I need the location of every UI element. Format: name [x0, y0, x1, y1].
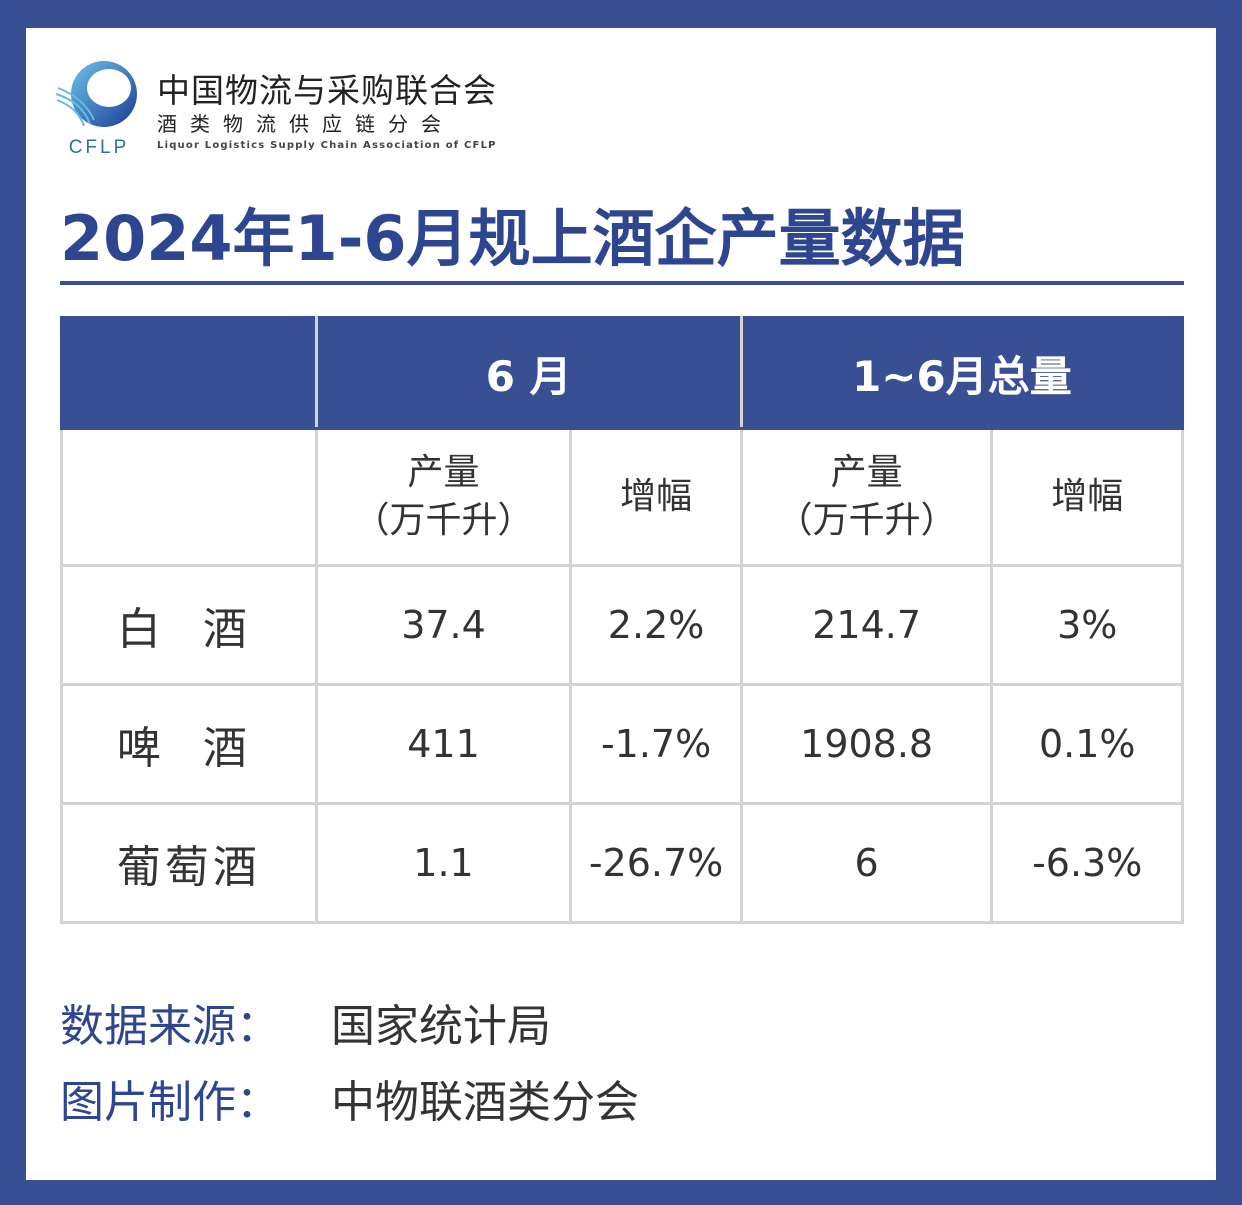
row-label: 啤 酒	[60, 683, 318, 805]
total-output-cell: 6	[739, 802, 994, 924]
sub-header-empty	[60, 427, 318, 567]
june-growth-cell: -26.7%	[569, 802, 743, 924]
output-label: 产量	[830, 452, 903, 493]
table-row: 啤 酒 411 -1.7% 1908.8 0.1%	[60, 683, 1184, 805]
org-name-en: Liquor Logistics Supply Chain Associatio…	[157, 140, 497, 151]
sub-header-total-output: 产量 （万千升）	[739, 427, 994, 567]
total-growth-cell: 0.1%	[990, 683, 1184, 805]
maker-value: 中物联酒类分会	[331, 1077, 639, 1128]
production-table: 6 月 1~6月总量 产量 （万千升） 增幅 产量 （万千升） 增幅 白 酒 3…	[60, 316, 1185, 924]
sub-header-total-growth: 增幅	[990, 427, 1184, 567]
group-header-june: 6 月	[314, 316, 743, 430]
row-label: 葡萄酒	[60, 802, 318, 924]
maker-label: 图片制作：	[60, 1077, 280, 1128]
cflp-logo-icon: CFLP	[55, 61, 137, 158]
total-growth-cell: -6.3%	[990, 802, 1184, 924]
row-label: 白 酒	[60, 564, 318, 686]
group-header-empty	[60, 316, 318, 430]
june-output-cell: 37.4	[314, 564, 573, 686]
total-output-cell: 214.7	[739, 564, 994, 686]
total-growth-cell: 3%	[990, 564, 1184, 686]
page-title: 2024年1-6月规上酒企产量数据	[60, 202, 965, 275]
sub-header-june-growth: 增幅	[569, 427, 743, 567]
group-header-total: 1~6月总量	[739, 316, 1185, 430]
table-row: 白 酒 37.4 2.2% 214.7 3%	[60, 564, 1184, 686]
org-name-cn: 中国物流与采购联合会	[157, 71, 497, 110]
total-output-cell: 1908.8	[739, 683, 994, 805]
june-growth-cell: 2.2%	[569, 564, 743, 686]
sub-header-row: 产量 （万千升） 增幅 产量 （万千升） 增幅	[60, 427, 1184, 567]
output-label: 产量	[407, 452, 480, 493]
source-value: 国家统计局	[331, 1001, 551, 1052]
table-row: 葡萄酒 1.1 -26.7% 6 -6.3%	[60, 802, 1184, 924]
poster-frame: CFLP 中国物流与采购联合会 酒类物流供应链分会 Liquor Logisti…	[26, 28, 1216, 1180]
output-unit: （万千升）	[776, 500, 957, 541]
output-unit: （万千升）	[353, 500, 534, 541]
june-output-cell: 1.1	[314, 802, 573, 924]
group-header-row: 6 月 1~6月总量	[60, 316, 1185, 430]
june-output-cell: 411	[314, 683, 573, 805]
org-sub-name: 酒类物流供应链分会	[157, 112, 454, 136]
sub-header-june-output: 产量 （万千升）	[314, 427, 573, 567]
source-label: 数据来源：	[60, 1001, 280, 1052]
title-divider	[60, 281, 1184, 285]
logo-text: CFLP	[69, 137, 130, 158]
june-growth-cell: -1.7%	[569, 683, 743, 805]
